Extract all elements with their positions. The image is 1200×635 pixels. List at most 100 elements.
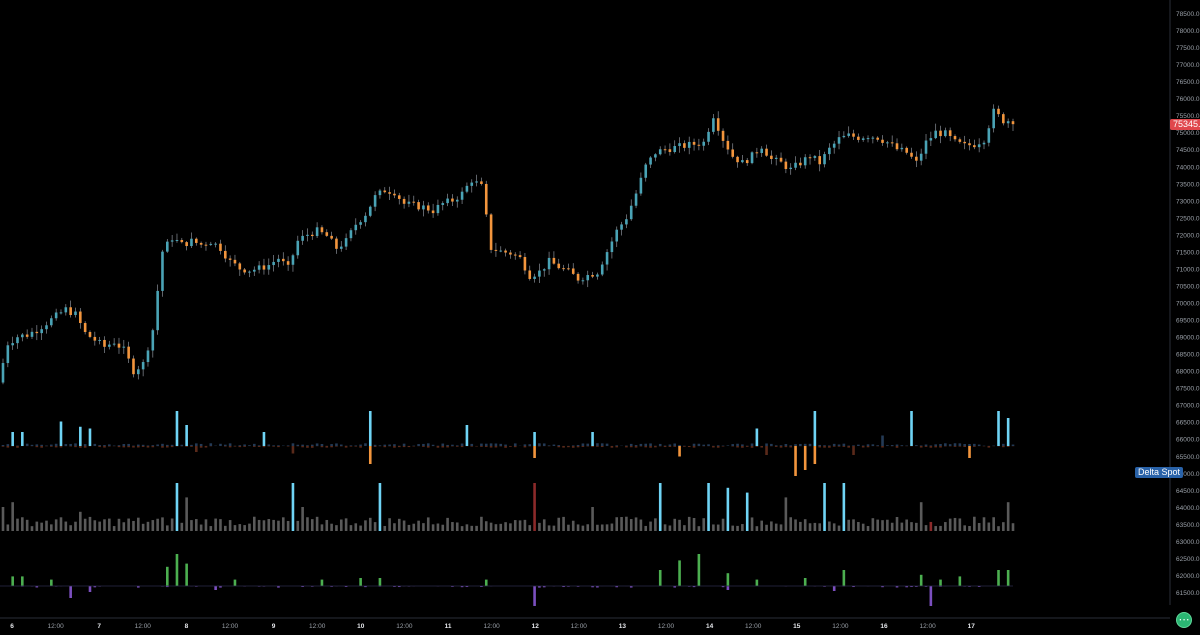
volume-bar bbox=[601, 524, 604, 531]
candle-body bbox=[205, 245, 208, 246]
volume-bar bbox=[238, 524, 241, 531]
oscillator-positive-bar bbox=[659, 570, 662, 586]
delta-negative-bar bbox=[572, 446, 575, 448]
delta-negative-bar bbox=[55, 446, 58, 447]
delta-negative-bar bbox=[881, 446, 884, 448]
candle-body bbox=[258, 265, 261, 269]
delta-positive-bar bbox=[195, 443, 198, 446]
delta-negative-bar bbox=[127, 446, 130, 447]
volume-bar bbox=[79, 512, 82, 531]
volume-bar bbox=[243, 525, 246, 531]
volume-bar bbox=[171, 518, 174, 531]
volume-bar bbox=[234, 525, 237, 531]
volume-bar bbox=[514, 520, 517, 531]
candle-body bbox=[412, 202, 415, 203]
candle-body bbox=[930, 138, 933, 140]
delta-positive-bar bbox=[891, 445, 894, 446]
candle-body bbox=[939, 131, 942, 136]
candle-body bbox=[316, 227, 319, 236]
candle-body bbox=[171, 240, 174, 241]
candle-body bbox=[147, 350, 150, 362]
volume-bar bbox=[789, 517, 792, 531]
time-tick-label: 12:00 bbox=[919, 623, 936, 630]
candle-body bbox=[335, 239, 338, 249]
price-tick-label: 62500.0 bbox=[1176, 556, 1200, 563]
delta-positive-bar bbox=[89, 429, 92, 447]
candle-body bbox=[543, 269, 546, 270]
oscillator-positive-bar bbox=[1007, 570, 1010, 586]
delta-positive-bar bbox=[74, 443, 77, 446]
volume-bar bbox=[678, 520, 681, 531]
candle-body bbox=[509, 253, 512, 255]
volume-bar bbox=[374, 522, 377, 531]
price-axis[interactable]: 61500.0 62000.0 62500.0 63000.0 63500.0 64000… bbox=[1170, 0, 1200, 605]
oscillator-negative-bar bbox=[69, 586, 72, 598]
delta-positive-bar bbox=[775, 445, 778, 446]
candle-body bbox=[495, 250, 498, 251]
candle-body bbox=[669, 149, 672, 152]
volume-bar bbox=[543, 519, 546, 531]
delta-positive-bar bbox=[84, 444, 87, 446]
candle-body bbox=[108, 345, 111, 347]
volume-bar bbox=[181, 523, 184, 531]
volume-bar bbox=[490, 523, 493, 531]
candle-body bbox=[876, 138, 879, 140]
delta-negative-bar bbox=[171, 446, 174, 447]
delta-negative-bar bbox=[306, 446, 309, 448]
more-options-button[interactable]: ⋯ bbox=[1176, 612, 1192, 628]
candle-body bbox=[89, 332, 92, 337]
delta-negative-bar bbox=[664, 446, 667, 447]
price-tick-label: 78000.0 bbox=[1176, 28, 1200, 35]
volume-bar bbox=[142, 524, 145, 531]
candle-body bbox=[901, 148, 904, 149]
volume-bar bbox=[857, 522, 860, 531]
candle-body bbox=[789, 168, 792, 169]
candle-body bbox=[485, 184, 488, 214]
volume-bar bbox=[596, 525, 599, 531]
time-axis[interactable]: 6 12:00 7 12:00 8 12:00 9 12:00 10 12:00 11 12:00 12… bbox=[0, 618, 1170, 630]
volume-bar bbox=[296, 521, 299, 531]
delta-positive-bar bbox=[359, 445, 362, 446]
volume-bar bbox=[118, 519, 121, 531]
candle-body bbox=[553, 258, 556, 264]
price-tick-label: 63000.0 bbox=[1176, 539, 1200, 546]
delta-negative-bar bbox=[200, 446, 203, 448]
delta-positive-bar bbox=[306, 445, 309, 446]
volume-bar bbox=[881, 520, 884, 531]
time-tick-label: 14 bbox=[706, 623, 714, 630]
candle-body bbox=[731, 149, 734, 156]
volume-bar bbox=[330, 524, 333, 531]
delta-negative-bar bbox=[60, 446, 63, 447]
candle-body bbox=[635, 194, 638, 206]
candle-body bbox=[50, 318, 53, 325]
volume-bar bbox=[340, 520, 343, 531]
price-tick-label: 78500.0 bbox=[1176, 11, 1200, 18]
candle-body bbox=[2, 363, 5, 383]
delta-negative-bar bbox=[862, 446, 865, 447]
volume-bar bbox=[345, 518, 348, 531]
volume-bar bbox=[277, 521, 280, 531]
oscillator-positive-bar bbox=[185, 564, 188, 586]
delta-negative-bar bbox=[84, 446, 87, 448]
candle-body bbox=[654, 154, 657, 157]
delta-negative-bar bbox=[243, 446, 246, 447]
candle-body bbox=[224, 251, 227, 259]
candle-body bbox=[833, 144, 836, 148]
volume-bar bbox=[731, 526, 734, 531]
candle-body bbox=[190, 239, 193, 246]
candle-body bbox=[267, 265, 270, 270]
delta-positive-bar bbox=[504, 445, 507, 446]
time-tick-label: 12:00 bbox=[47, 623, 64, 630]
volume-bar bbox=[466, 524, 469, 531]
volume-bar bbox=[108, 519, 111, 531]
delta-negative-bar bbox=[446, 446, 449, 447]
oscillator-positive-bar bbox=[698, 554, 701, 586]
delta-negative-bar bbox=[717, 446, 720, 448]
volume-bar bbox=[437, 524, 440, 531]
delta-positive-bar bbox=[557, 445, 560, 446]
oscillator-positive-bar bbox=[321, 580, 324, 586]
oscillator-positive-bar bbox=[485, 580, 488, 586]
delta-positive-bar bbox=[94, 444, 97, 446]
candle-body bbox=[461, 192, 464, 200]
